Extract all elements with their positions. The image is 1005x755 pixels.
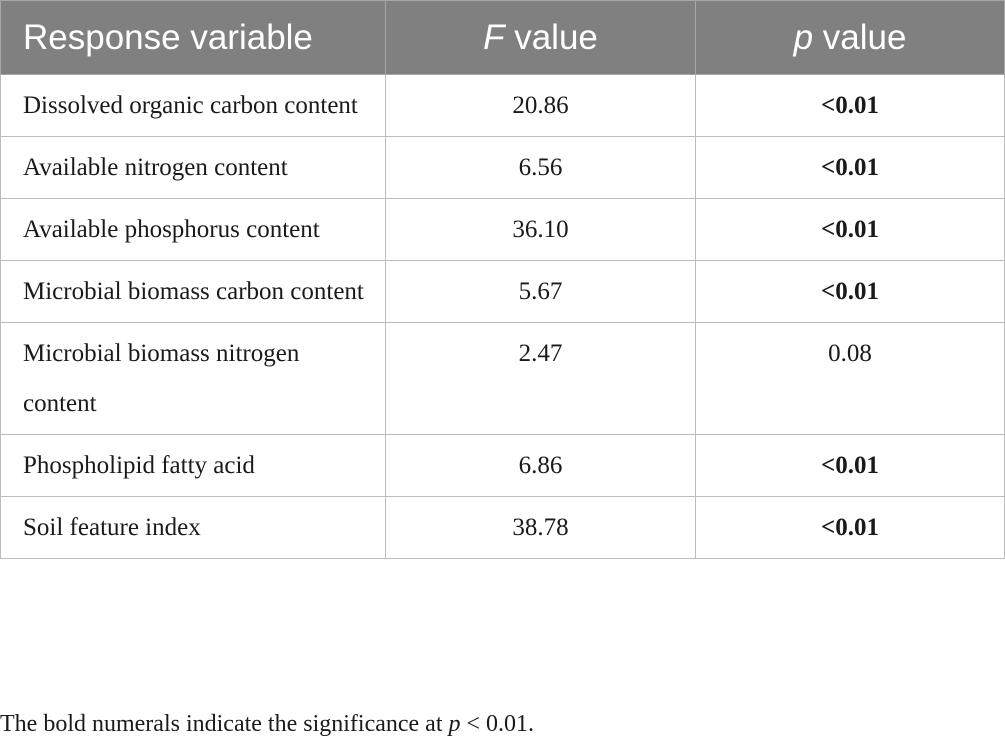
table-row: Available phosphorus content 36.10 <0.01 bbox=[0, 198, 1005, 261]
cell-variable: Microbial biomass carbon content bbox=[0, 260, 386, 323]
cell-f-value: 20.86 bbox=[385, 74, 696, 137]
table-row: Soil feature index 38.78 <0.01 bbox=[0, 496, 1005, 559]
cell-p-value: <0.01 bbox=[695, 136, 1005, 199]
cell-p-value: <0.01 bbox=[695, 74, 1005, 137]
table-row: Microbial biomass nitrogen content 2.47 … bbox=[0, 322, 1005, 435]
header-p-value: p value bbox=[695, 0, 1005, 75]
cell-f-value: 6.56 bbox=[385, 136, 696, 199]
cell-p-value: <0.01 bbox=[695, 198, 1005, 261]
cell-variable: Dissolved organic carbon content bbox=[0, 74, 386, 137]
cell-variable: Soil feature index bbox=[0, 496, 386, 559]
cell-p-value: 0.08 bbox=[695, 322, 1005, 435]
table-row: Phospholipid fatty acid 6.86 <0.01 bbox=[0, 434, 1005, 497]
cell-variable: Phospholipid fatty acid bbox=[0, 434, 386, 497]
table-footnote: The bold numerals indicate the significa… bbox=[0, 711, 535, 737]
header-response-variable: Response variable bbox=[0, 0, 386, 75]
header-row: Response variable F value p value bbox=[0, 0, 1005, 75]
cell-variable: Microbial biomass nitrogen content bbox=[0, 322, 386, 435]
cell-p-value: <0.01 bbox=[695, 260, 1005, 323]
cell-variable: Available phosphorus content bbox=[0, 198, 386, 261]
cell-f-value: 38.78 bbox=[385, 496, 696, 559]
cell-f-value: 2.47 bbox=[385, 322, 696, 435]
cell-f-value: 36.10 bbox=[385, 198, 696, 261]
cell-p-value: <0.01 bbox=[695, 434, 1005, 497]
cell-variable: Available nitrogen content bbox=[0, 136, 386, 199]
cell-f-value: 5.67 bbox=[385, 260, 696, 323]
table-row: Microbial biomass carbon content 5.67 <0… bbox=[0, 260, 1005, 323]
cell-f-value: 6.86 bbox=[385, 434, 696, 497]
cell-p-value: <0.01 bbox=[695, 496, 1005, 559]
header-f-value: F value bbox=[385, 0, 696, 75]
table-row: Available nitrogen content 6.56 <0.01 bbox=[0, 136, 1005, 199]
table-row: Dissolved organic carbon content 20.86 <… bbox=[0, 74, 1005, 137]
anova-table: Response variable F value p value Dissol… bbox=[0, 0, 1005, 559]
